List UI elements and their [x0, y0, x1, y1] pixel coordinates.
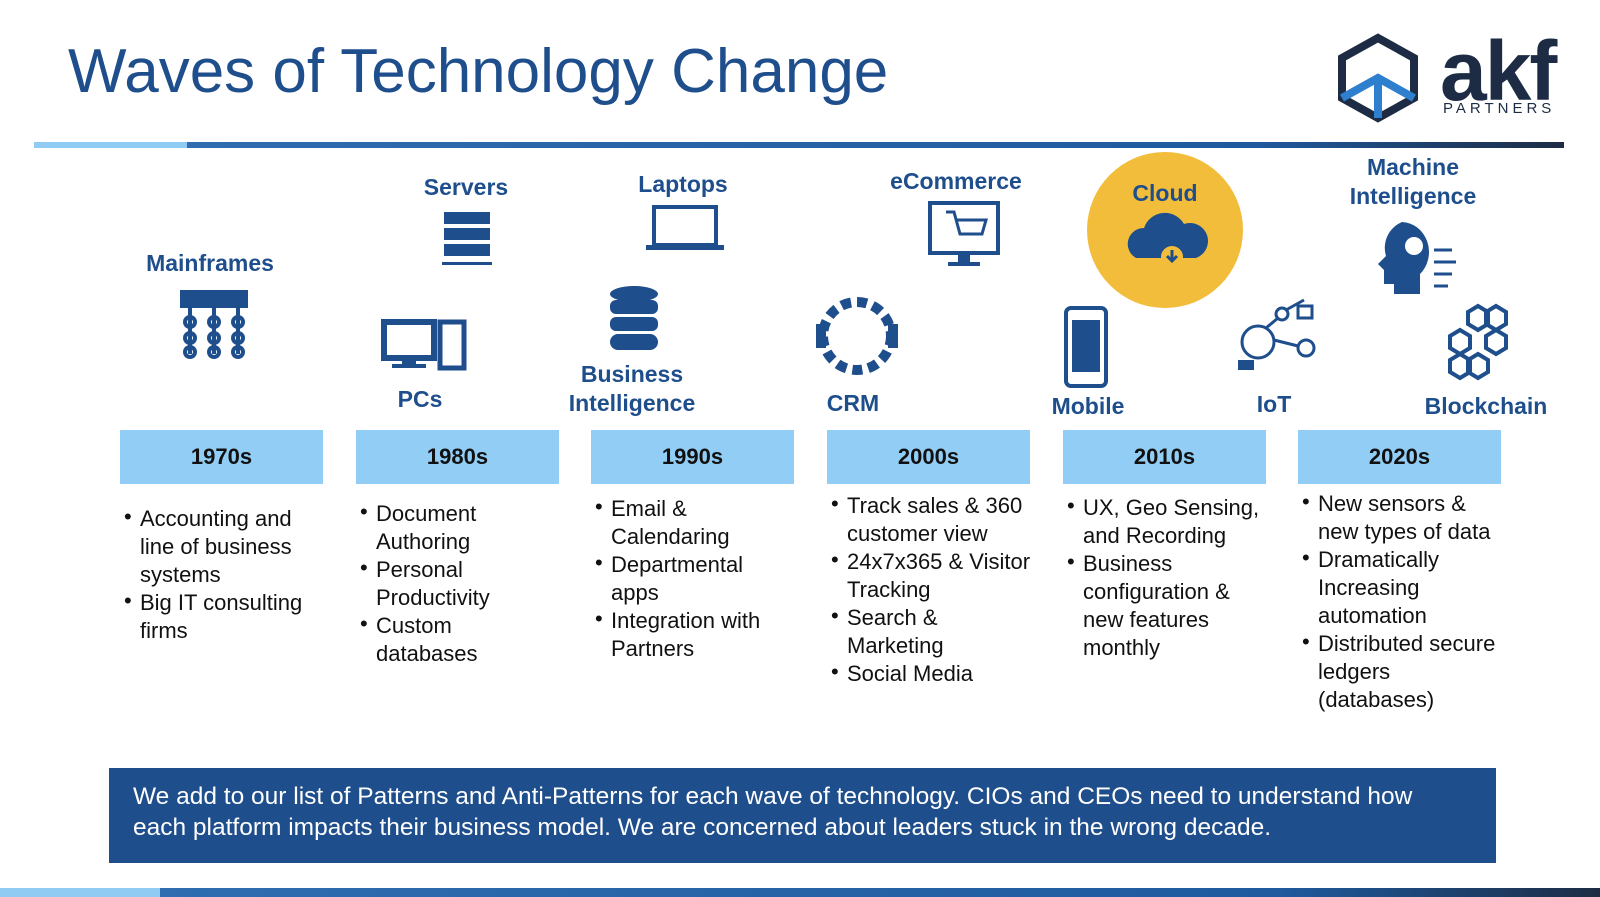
decade-label: 1990s — [591, 430, 794, 484]
bullet-point: UX, Geo Sensing, and Recording — [1067, 492, 1263, 550]
decade-points: UX, Geo Sensing, and RecordingBusiness c… — [1065, 492, 1263, 662]
bullet-point: 24x7x365 & Visitor Tracking — [831, 546, 1037, 604]
technology-label: Blockchain — [1424, 393, 1548, 419]
technology-label: Mainframes — [146, 250, 274, 276]
icons — [180, 201, 1508, 388]
logo-icon — [1338, 33, 1418, 123]
top-rule — [34, 142, 1564, 148]
technology-label: PCs — [397, 386, 443, 412]
slide-title: Waves of Technology Change — [68, 37, 889, 106]
decade-points: Track sales & 360 customer view24x7x365 … — [829, 490, 1037, 688]
bullet-point: Email & Calendaring — [595, 493, 791, 551]
logo-name: akf — [1440, 24, 1557, 118]
decade-points: Document AuthoringPersonal ProductivityC… — [358, 498, 516, 668]
bullet-point: Integration with Partners — [595, 605, 791, 663]
decade-points: Accounting and line of business systemsB… — [122, 503, 320, 645]
technology-label: IoT — [1256, 391, 1292, 417]
bullet-point: Search & Marketing — [831, 602, 1037, 660]
bullet-point: Social Media — [831, 658, 1037, 688]
bullet-point: Personal Productivity — [360, 554, 516, 612]
bullet-point: Dramatically Increasing automation — [1302, 544, 1508, 630]
decade-label: 1980s — [356, 430, 559, 484]
technology-label: CRM — [826, 390, 880, 416]
bullet-point: Departmental apps — [595, 549, 791, 607]
technology-label: Mobile — [1051, 393, 1125, 419]
technology-label: Servers — [423, 174, 509, 200]
decade-label: 2020s — [1298, 430, 1501, 484]
decade-points: Email & CalendaringDepartmental appsInte… — [593, 493, 791, 663]
technology-label: eCommerce — [890, 168, 1022, 194]
technology-label: Laptops — [638, 171, 728, 197]
bullet-point: Custom databases — [360, 610, 516, 668]
bullet-point: Track sales & 360 customer view — [831, 490, 1037, 548]
bullet-point: Distributed secure ledgers (databases) — [1302, 628, 1508, 714]
bottom-rule — [0, 888, 1600, 897]
decade-label: 2010s — [1063, 430, 1266, 484]
bullet-point: Document Authoring — [360, 498, 516, 556]
bullet-point: New sensors & new types of data — [1302, 488, 1508, 546]
footer-note: We add to our list of Patterns and Anti-… — [109, 768, 1496, 863]
decade-points: New sensors & new types of dataDramatica… — [1300, 488, 1508, 714]
technology-label: Machine Intelligence — [1349, 154, 1477, 209]
decade-label: 1970s — [120, 430, 323, 484]
bullet-point: Big IT consulting firms — [124, 587, 320, 645]
bullet-point: Business configuration & new features mo… — [1067, 548, 1263, 662]
logo-tagline: PARTNERS — [1443, 100, 1556, 117]
decade-label: 2000s — [827, 430, 1030, 484]
technology-label: Cloud — [1132, 180, 1198, 206]
technology-label: Business Intelligence — [568, 361, 696, 416]
bullet-point: Accounting and line of business systems — [124, 503, 320, 589]
